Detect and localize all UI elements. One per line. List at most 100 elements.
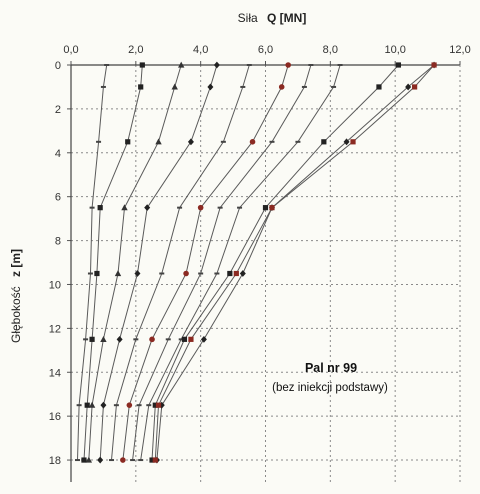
data-point [113,404,119,407]
data-point [269,140,275,143]
data-point [85,456,93,463]
data-point [100,335,107,342]
data-point [405,83,412,91]
data-point [285,62,291,68]
data-point [343,138,350,146]
series-2 [81,62,145,463]
series-line [77,64,108,461]
data-point [97,205,103,211]
data-point [198,272,204,275]
y-tick-label: 12 [49,323,61,335]
data-point [158,401,165,409]
data-point [133,338,139,341]
data-point [233,270,239,277]
data-point [89,336,95,342]
data-series [74,61,438,464]
y-axis-title-prefix: Głębokość [9,286,23,343]
data-point [376,84,382,90]
data-point [301,85,307,88]
data-point [350,139,356,145]
data-point [109,459,115,462]
series-line [83,64,143,461]
data-point [278,84,285,90]
x-tick-label: 0,0 [63,44,78,56]
x-axis-title-unit: Q [MN] [267,11,306,25]
data-point [395,62,402,68]
data-point [262,205,269,211]
data-point [331,85,337,88]
y-tick-label: 2 [55,104,61,116]
data-point [96,140,102,143]
data-point [217,206,223,209]
annotation-subtitle: (bez iniekcji podstawy) [272,382,388,394]
data-point [74,459,80,462]
x-tick-labels: 0,0 2,0 4,0 6,0 8,0 10,0 12,0 [63,44,470,56]
data-point [114,270,122,277]
series-3 [85,61,185,463]
y-tick-label: 6 [55,192,61,204]
data-point [165,338,171,341]
data-point [239,270,246,277]
y-tick-label: 14 [49,367,61,379]
data-point [130,459,136,462]
data-point [146,404,152,407]
series-line [88,64,182,461]
data-point [120,457,126,463]
data-point [178,61,185,68]
data-point [188,336,194,342]
x-tick-label: 10,0 [384,44,405,56]
y-tick-label: 18 [49,455,61,467]
data-point [100,85,106,88]
y-tick-labels: 0 2 4 6 8 10 12 14 16 18 [49,60,61,467]
data-point [240,85,246,88]
data-point [200,335,207,343]
series-line [122,64,289,461]
data-point [177,206,183,209]
data-point [237,206,243,209]
data-point [89,206,95,209]
data-point [125,139,131,145]
series-line [140,64,341,461]
data-point [81,457,87,463]
data-point [87,272,93,275]
series-line [156,64,435,461]
series-8 [138,64,343,462]
data-point [337,64,343,66]
data-point [149,336,155,343]
data-point [197,204,204,211]
x-tick-label: 4,0 [193,44,208,56]
data-point [213,61,220,69]
data-point [104,64,110,66]
series-11 [152,62,437,463]
data-point [321,139,327,145]
data-point [76,404,82,407]
data-point [134,270,141,277]
data-point [100,401,107,409]
data-point [183,270,189,277]
data-point [308,64,314,66]
y-tick-label: 8 [55,236,61,248]
data-point [138,84,144,90]
x-tick-label: 12,0 [449,44,470,56]
data-point [227,270,233,277]
series-line [99,64,218,461]
data-point [126,402,133,408]
data-point [94,270,100,277]
y-tick-label: 0 [55,60,61,72]
data-point [155,138,162,145]
data-point [246,64,252,66]
data-point [152,402,158,408]
data-point [97,456,104,464]
data-point [152,457,158,463]
data-point [159,272,165,275]
series-line [151,64,399,461]
series-line [154,64,435,461]
series-5 [109,64,252,462]
x-axis-title-prefix: Siła [238,11,258,25]
x-tick-label: 8,0 [323,44,338,56]
data-point [220,140,226,143]
series-9 [149,62,402,463]
